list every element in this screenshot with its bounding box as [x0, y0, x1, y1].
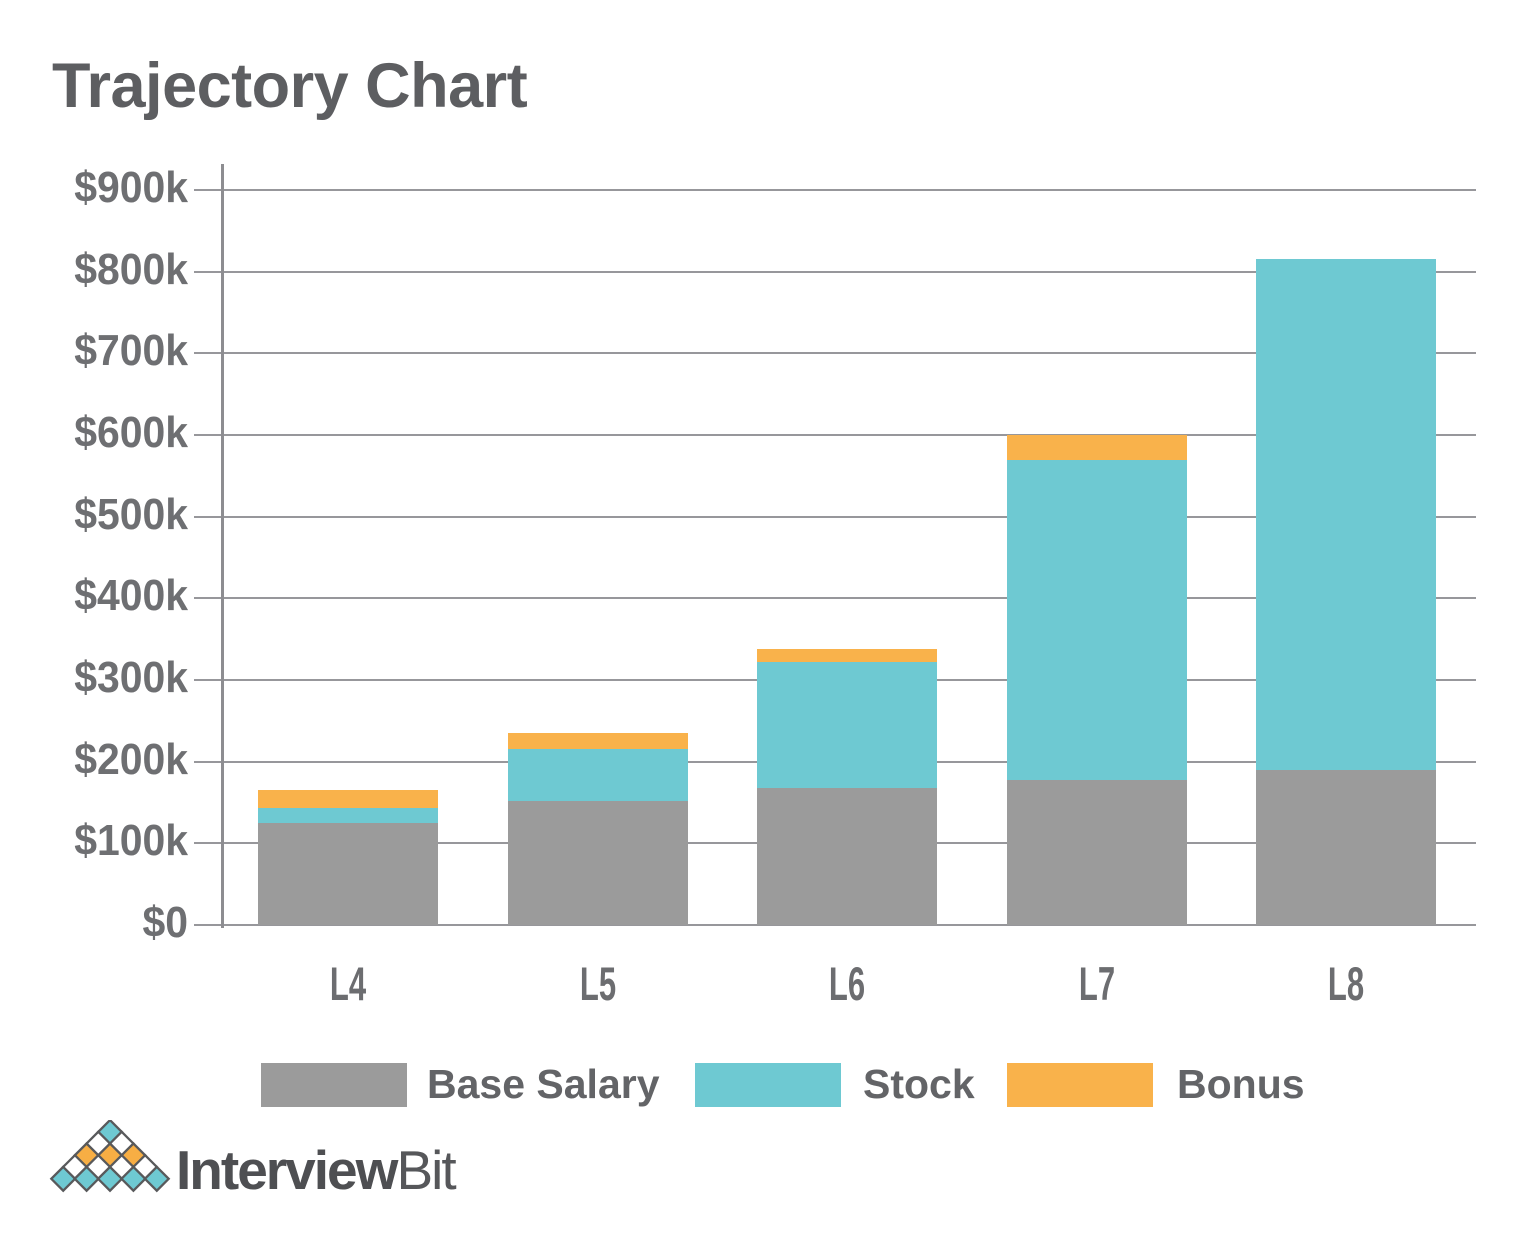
y-tick-label: $900k — [74, 163, 188, 212]
bar-l4-segment-stock — [258, 808, 438, 823]
y-tick-label: $700k — [74, 326, 188, 376]
y-tick-label: $600k — [74, 408, 188, 457]
y-tick-label: $500k — [74, 489, 188, 539]
gridline-800k — [194, 270, 1476, 273]
bar-l5-segment-stock — [507, 749, 688, 801]
page-title: Trajectory Chart — [52, 51, 528, 121]
legend-swatch-bonus — [1007, 1063, 1153, 1107]
bar-l6-segment-base-salary — [757, 787, 937, 925]
logo-text-secondary: Bit — [396, 1139, 456, 1201]
y-tick-label: $800k — [74, 244, 188, 294]
y-tick-label: $100k — [74, 816, 188, 866]
x-tick-label: L5 — [579, 957, 616, 1010]
bar-l6-segment-stock — [757, 662, 937, 788]
logo-tile — [49, 1165, 77, 1193]
interviewbit-logo-text: InterviewBit — [176, 1143, 457, 1198]
bar-l8-segment-stock — [1256, 258, 1436, 770]
gridline-0 — [194, 924, 1476, 926]
bar-l5-segment-bonus — [507, 733, 688, 750]
gridline-900k — [194, 189, 1476, 191]
y-tick-label: $0 — [142, 898, 188, 947]
logo-tile — [73, 1165, 101, 1193]
bar-l8-segment-base-salary — [1256, 769, 1436, 925]
bar-l4-segment-base-salary — [258, 822, 438, 925]
logo-tile — [96, 1165, 124, 1193]
bar-l7-segment-stock — [1006, 459, 1187, 781]
x-tick-label: L4 — [329, 957, 367, 1010]
x-tick-label: L8 — [1327, 957, 1365, 1010]
gridline-700k — [194, 352, 1476, 355]
legend-swatch-base-salary — [261, 1063, 407, 1107]
legend-label: Bonus — [1177, 1061, 1305, 1107]
bar-l7-segment-bonus — [1006, 435, 1187, 460]
gridline-600k — [194, 434, 1476, 436]
logo-text-primary: Interview — [176, 1139, 398, 1201]
logo-tile — [143, 1165, 171, 1193]
y-axis-line — [221, 164, 224, 928]
legend-label: Base Salary — [427, 1061, 660, 1107]
bar-l4-segment-bonus — [258, 790, 438, 809]
y-tick-label: $300k — [74, 653, 188, 702]
x-tick-label: L7 — [1078, 957, 1115, 1010]
bar-l7-segment-base-salary — [1006, 780, 1187, 925]
logo-tile — [119, 1165, 147, 1193]
interviewbit-logo-icon — [49, 1120, 171, 1193]
bar-l5-segment-base-salary — [507, 800, 688, 925]
gridline-500k — [194, 515, 1476, 518]
x-tick-label: L6 — [828, 957, 866, 1010]
legend-swatch-stock — [695, 1063, 841, 1107]
y-tick-label: $200k — [74, 734, 188, 784]
y-tick-label: $400k — [74, 571, 188, 621]
legend-label: Stock — [863, 1061, 975, 1107]
gridline-400k — [194, 597, 1476, 600]
bar-l6-segment-bonus — [757, 648, 937, 663]
